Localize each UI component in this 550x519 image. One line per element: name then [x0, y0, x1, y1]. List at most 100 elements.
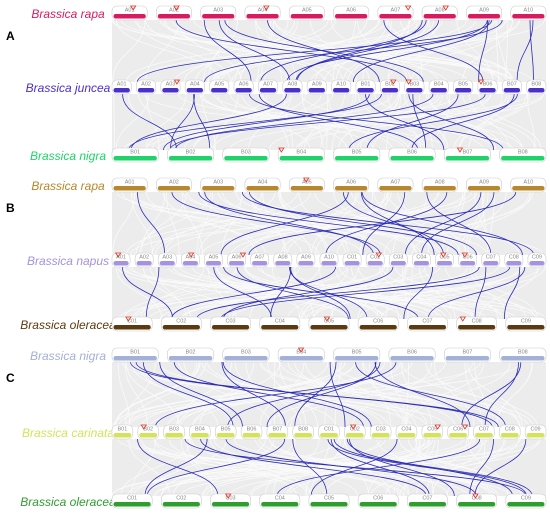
gray-link: [192, 93, 284, 151]
gray-link: [144, 93, 448, 151]
syntenic-link: [130, 93, 287, 151]
gray-link: [248, 191, 360, 256]
chromosome-label: C07: [422, 318, 432, 324]
gray-link: [445, 266, 527, 320]
syntenic-link: [169, 93, 195, 151]
chromosome: [113, 156, 157, 161]
chromosome: [333, 88, 350, 93]
chromosome-label: C03: [376, 426, 386, 432]
chromosome-label: B05: [221, 426, 231, 432]
gene-marker: [390, 79, 397, 85]
gray-link: [273, 438, 296, 497]
gray-link: [231, 266, 320, 320]
chromosome: [279, 356, 323, 361]
gray-link: [145, 93, 187, 151]
chromosome-label: A02: [169, 7, 179, 13]
chromosome-label: A06: [232, 254, 242, 260]
gray-link: [356, 93, 491, 151]
gray-link: [420, 191, 530, 256]
chromosome: [205, 261, 222, 266]
gray-link: [356, 19, 408, 83]
gray-link: [404, 361, 511, 428]
syntenic-link: [421, 191, 495, 256]
chromosome: [113, 88, 130, 93]
chromosome: [294, 433, 313, 438]
chromosome-label: A04: [258, 179, 268, 185]
chromosome-label: B03: [241, 349, 251, 355]
chromosome: [235, 88, 252, 93]
syntenic-link: [360, 191, 435, 256]
gray-link: [112, 361, 356, 428]
chromosome-label: C06: [453, 426, 463, 432]
gene-marker: [297, 347, 305, 353]
chromosome-label: B05: [352, 349, 362, 355]
gray-link: [167, 266, 348, 320]
chromosome: [310, 325, 348, 330]
syntenic-link: [122, 266, 173, 320]
gray-link: [146, 93, 160, 151]
panel: B Brassica rapa A01 A02 A03 A04 A05 A06 A07 A08 A0…: [6, 177, 547, 332]
gray-link: [387, 19, 487, 83]
chromosome-label: A01: [125, 7, 135, 13]
gray-link: [294, 266, 314, 320]
gray-link: [459, 93, 531, 151]
gray-link: [392, 191, 428, 256]
syntenic-link: [218, 19, 291, 83]
gray-link: [359, 266, 520, 320]
syntenic-link: [137, 191, 166, 256]
gray-link: [464, 191, 485, 256]
gray-link: [399, 19, 514, 83]
chromosome: [445, 156, 490, 161]
syntenic-link: [146, 438, 286, 497]
chromosome: [430, 88, 447, 93]
chromosome: [113, 325, 151, 330]
gray-link: [367, 438, 418, 497]
gray-link: [286, 191, 388, 256]
chromosome: [423, 14, 456, 19]
gray-link: [117, 361, 131, 428]
chromosome-label: C05: [324, 495, 334, 501]
gray-link: [217, 191, 418, 256]
panel: C Brassica nigra B01 B02 B03 B04 B05 B06 B07 B08 B…: [6, 347, 547, 509]
chromosome: [224, 356, 268, 361]
chromosome-label: C07: [479, 426, 489, 432]
chromosome-label: B03: [409, 81, 419, 87]
gray-link: [181, 266, 426, 320]
chromosome-label: A04: [190, 81, 200, 87]
chromosome: [529, 261, 545, 266]
chromosome-label: A06: [346, 179, 356, 185]
chromosome: [261, 502, 299, 507]
gray-link: [381, 266, 503, 320]
syntenic-link: [171, 266, 336, 320]
gray-link: [123, 266, 237, 320]
syntenic-link: [258, 93, 419, 151]
gray-link: [393, 438, 436, 497]
chromosome: [290, 14, 323, 19]
gray-link: [415, 438, 475, 497]
chromosome: [512, 14, 545, 19]
chromosome-label: B07: [463, 149, 473, 155]
chromosome-label: A05: [302, 7, 312, 13]
chromosome-label: C09: [532, 254, 542, 260]
gray-link: [141, 438, 475, 497]
chromosome: [162, 502, 200, 507]
chromosome: [168, 156, 213, 161]
species-label: Brassica oleracea: [20, 495, 116, 509]
chromosome-label: C05: [427, 426, 437, 432]
chromosome: [159, 261, 175, 266]
gene-marker: [375, 252, 383, 258]
syntenic-link: [169, 93, 486, 151]
gray-link: [230, 191, 478, 256]
syntenic-link: [361, 191, 523, 256]
chromosome: [229, 261, 245, 266]
gray-link: [229, 93, 492, 151]
gray-link: [410, 19, 514, 83]
chromosome-label: A07: [255, 254, 265, 260]
gray-link: [145, 19, 289, 83]
chromosome: [113, 356, 157, 361]
chromosome: [216, 433, 235, 438]
syntenic-link: [310, 438, 398, 497]
gray-link: [397, 191, 467, 256]
gray-link: [264, 438, 320, 497]
chromosome: [157, 186, 191, 191]
